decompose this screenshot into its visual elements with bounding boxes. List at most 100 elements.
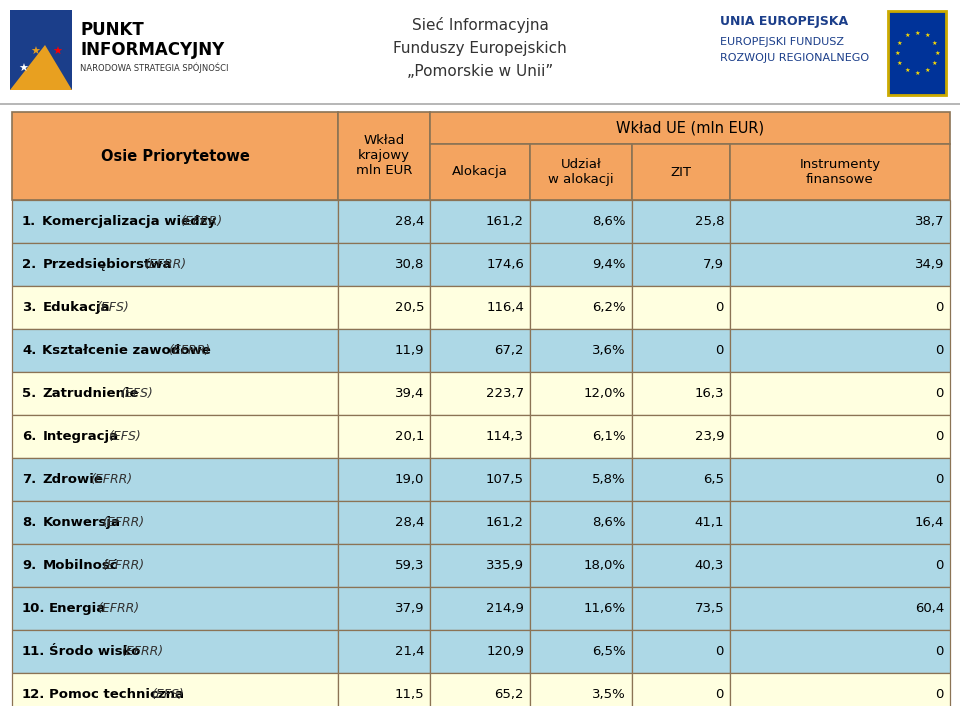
Bar: [530, 372, 632, 415]
Text: ★: ★: [924, 33, 930, 38]
Bar: [730, 200, 950, 243]
Bar: [430, 112, 950, 144]
Text: ★: ★: [904, 33, 910, 38]
Text: 6,2%: 6,2%: [592, 301, 626, 314]
Bar: [0, 0, 960, 104]
Bar: [632, 544, 730, 587]
Text: 60,4: 60,4: [915, 602, 944, 615]
Text: (EFRR): (EFRR): [168, 344, 210, 357]
Bar: [730, 544, 950, 587]
Bar: [430, 286, 530, 329]
Text: ★: ★: [924, 68, 930, 73]
Bar: [338, 286, 430, 329]
Text: 4.: 4.: [22, 344, 36, 357]
Text: 8,6%: 8,6%: [592, 516, 626, 529]
Text: 0: 0: [936, 430, 944, 443]
Text: ★: ★: [30, 47, 40, 57]
Bar: [730, 630, 950, 673]
Bar: [530, 286, 632, 329]
Bar: [338, 372, 430, 415]
Bar: [730, 144, 950, 200]
Text: 65,2: 65,2: [494, 688, 524, 701]
Text: 28,4: 28,4: [395, 215, 424, 228]
Text: Środo wisko: Środo wisko: [49, 645, 140, 658]
Text: 39,4: 39,4: [395, 387, 424, 400]
Text: 7.: 7.: [22, 473, 36, 486]
Polygon shape: [10, 45, 72, 90]
Text: 6.: 6.: [22, 430, 36, 443]
Text: 59,3: 59,3: [395, 559, 424, 572]
Bar: [338, 200, 430, 243]
Text: UNIA EUROPEJSKA: UNIA EUROPEJSKA: [720, 16, 848, 28]
Text: 0: 0: [936, 344, 944, 357]
Bar: [430, 329, 530, 372]
Text: EUROPEJSKI FUNDUSZ: EUROPEJSKI FUNDUSZ: [720, 37, 844, 47]
Text: 41,1: 41,1: [694, 516, 724, 529]
Bar: [12, 501, 338, 544]
Text: (EFRR): (EFRR): [144, 258, 186, 271]
Bar: [530, 587, 632, 630]
Text: (EFRR): (EFRR): [97, 602, 139, 615]
Bar: [632, 587, 730, 630]
Text: (EFS): (EFS): [108, 430, 141, 443]
Text: 5.: 5.: [22, 387, 36, 400]
Bar: [632, 630, 730, 673]
Text: 3,6%: 3,6%: [592, 344, 626, 357]
Text: 7,9: 7,9: [703, 258, 724, 271]
Text: Komercjalizacja wiedzy: Komercjalizacja wiedzy: [42, 215, 216, 228]
Bar: [530, 673, 632, 706]
Bar: [430, 630, 530, 673]
Bar: [12, 544, 338, 587]
Bar: [430, 673, 530, 706]
Text: Funduszy Europejskich: Funduszy Europejskich: [394, 40, 566, 56]
Text: Udział
w alokacji: Udział w alokacji: [548, 158, 613, 186]
Text: Osie Priorytetowe: Osie Priorytetowe: [101, 148, 250, 164]
Text: 214,9: 214,9: [486, 602, 524, 615]
Text: „Pomorskie w Unii”: „Pomorskie w Unii”: [407, 64, 553, 80]
Text: 0: 0: [715, 344, 724, 357]
Text: 335,9: 335,9: [486, 559, 524, 572]
Text: ★: ★: [931, 40, 937, 45]
Text: Energia: Energia: [49, 602, 106, 615]
Text: 6,5: 6,5: [703, 473, 724, 486]
Bar: [338, 630, 430, 673]
Text: Alokacja: Alokacja: [452, 165, 508, 179]
Text: 6,5%: 6,5%: [592, 645, 626, 658]
Text: 16,3: 16,3: [694, 387, 724, 400]
Bar: [632, 144, 730, 200]
Bar: [338, 112, 430, 200]
Text: 12.: 12.: [22, 688, 45, 701]
Text: 28,4: 28,4: [395, 516, 424, 529]
Text: 116,4: 116,4: [486, 301, 524, 314]
Bar: [430, 372, 530, 415]
Bar: [730, 587, 950, 630]
Text: 23,9: 23,9: [694, 430, 724, 443]
Text: (EFRR): (EFRR): [121, 645, 163, 658]
Text: INFORMACYJNY: INFORMACYJNY: [80, 41, 225, 59]
Text: 16,4: 16,4: [915, 516, 944, 529]
Bar: [730, 329, 950, 372]
Text: 38,7: 38,7: [915, 215, 944, 228]
Text: Integracja: Integracja: [42, 430, 118, 443]
Bar: [632, 243, 730, 286]
Bar: [730, 372, 950, 415]
Text: Mobilność: Mobilność: [42, 559, 118, 572]
Bar: [530, 630, 632, 673]
Text: 25,8: 25,8: [694, 215, 724, 228]
Bar: [888, 11, 946, 95]
Text: ★: ★: [18, 64, 28, 74]
Text: 0: 0: [936, 645, 944, 658]
Bar: [12, 587, 338, 630]
Text: (EFS): (EFS): [120, 387, 154, 400]
Text: 0: 0: [936, 559, 944, 572]
Text: 21,4: 21,4: [395, 645, 424, 658]
Bar: [632, 501, 730, 544]
Text: 20,1: 20,1: [395, 430, 424, 443]
Bar: [430, 501, 530, 544]
Text: 9,4%: 9,4%: [592, 258, 626, 271]
Text: 8,6%: 8,6%: [592, 215, 626, 228]
Text: Zatrudnienie: Zatrudnienie: [42, 387, 139, 400]
Bar: [12, 415, 338, 458]
Bar: [632, 372, 730, 415]
Text: 11,9: 11,9: [395, 344, 424, 357]
